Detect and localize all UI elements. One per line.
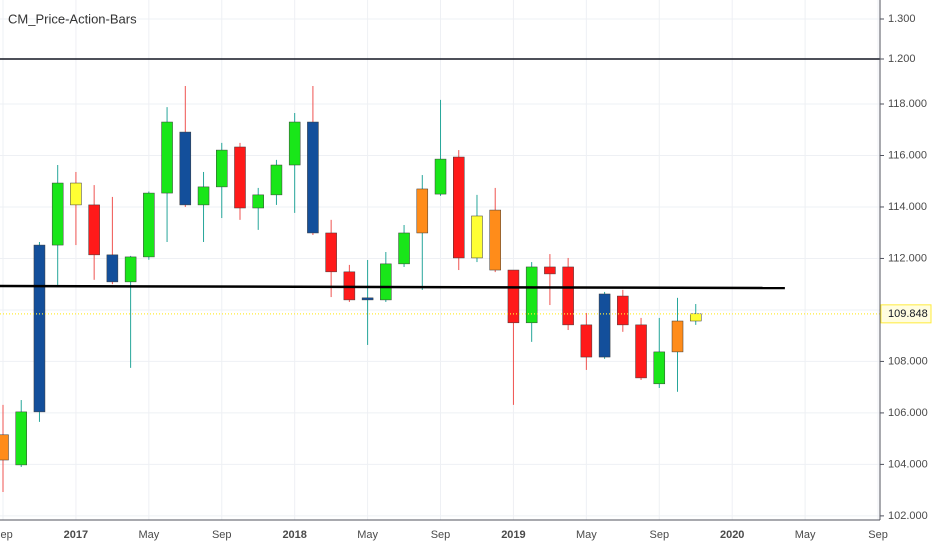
y-tick-label: 106.000 [888, 407, 928, 419]
candle-body [197, 186, 210, 206]
candle-body [216, 149, 228, 188]
candle-body [562, 266, 574, 326]
candle-body [70, 182, 82, 206]
candle-body [598, 293, 611, 358]
axes: 102.000104.000106.000108.000110.000112.0… [0, 13, 932, 541]
x-tick-label: Sep [431, 529, 451, 541]
x-tick-label: May [795, 529, 816, 541]
y2-tick-label: 1.200 [888, 53, 916, 65]
candle-body [15, 411, 27, 466]
candle-body [653, 351, 666, 385]
last-price-box [880, 304, 932, 324]
y-tick-label: 108.000 [888, 355, 928, 367]
candle-body [617, 295, 629, 326]
grid [0, 0, 880, 520]
x-tick-label: 2020 [720, 529, 744, 541]
x-tick-label: Sep [649, 529, 669, 541]
candle-body [398, 232, 410, 265]
x-tick-label: Sep [212, 529, 232, 541]
x-tick-label: Sep [0, 529, 13, 541]
candle-body [380, 263, 392, 301]
candle-body [507, 269, 520, 324]
x-tick-label: May [576, 529, 597, 541]
last-price-label: 109.848 [888, 308, 928, 320]
candle-body [143, 192, 155, 258]
candle-body [671, 320, 684, 353]
candle-body [0, 434, 9, 461]
candle-body [270, 164, 283, 196]
y-tick-label: 116.000 [888, 149, 927, 161]
candle-body [325, 232, 337, 273]
trend-line [0, 284, 785, 290]
candle-body [416, 188, 429, 234]
y-tick-label: 104.000 [888, 458, 928, 470]
candle-body [307, 121, 319, 234]
candle-body [471, 215, 483, 259]
x-tick-label: 2018 [282, 529, 306, 541]
y-tick-label: 118.000 [888, 98, 927, 110]
candle-body [434, 158, 447, 195]
y-tick-label: 102.000 [888, 510, 928, 522]
candle-body [88, 204, 100, 256]
candle-body [51, 182, 64, 246]
candle-body [453, 156, 465, 259]
y-tick-label: 114.000 [888, 201, 927, 213]
x-tick-label: Sep [868, 529, 888, 541]
candle-body [361, 297, 374, 301]
candle-body [252, 194, 264, 209]
candle-body [544, 266, 556, 275]
x-tick-label: 2017 [64, 529, 88, 541]
candle-body [33, 244, 46, 413]
candle-body [161, 121, 173, 194]
x-tick-label: May [138, 529, 159, 541]
x-tick-label: May [357, 529, 378, 541]
candle-body [525, 266, 538, 324]
y2-tick-label: 1.300 [888, 13, 916, 25]
candle-body [234, 146, 246, 209]
chart-title: CM_Price-Action-Bars [8, 11, 137, 26]
candle-body [580, 324, 593, 358]
candle-body [106, 254, 119, 283]
candle-body [288, 121, 301, 166]
candle-body [689, 313, 702, 322]
candle-body [179, 131, 192, 206]
candle-body [489, 209, 501, 271]
plot [0, 58, 880, 492]
candle-body [124, 256, 137, 283]
y-tick-label: 112.000 [888, 252, 927, 264]
x-tick-label: 2019 [501, 529, 525, 541]
candle-body [635, 324, 647, 379]
